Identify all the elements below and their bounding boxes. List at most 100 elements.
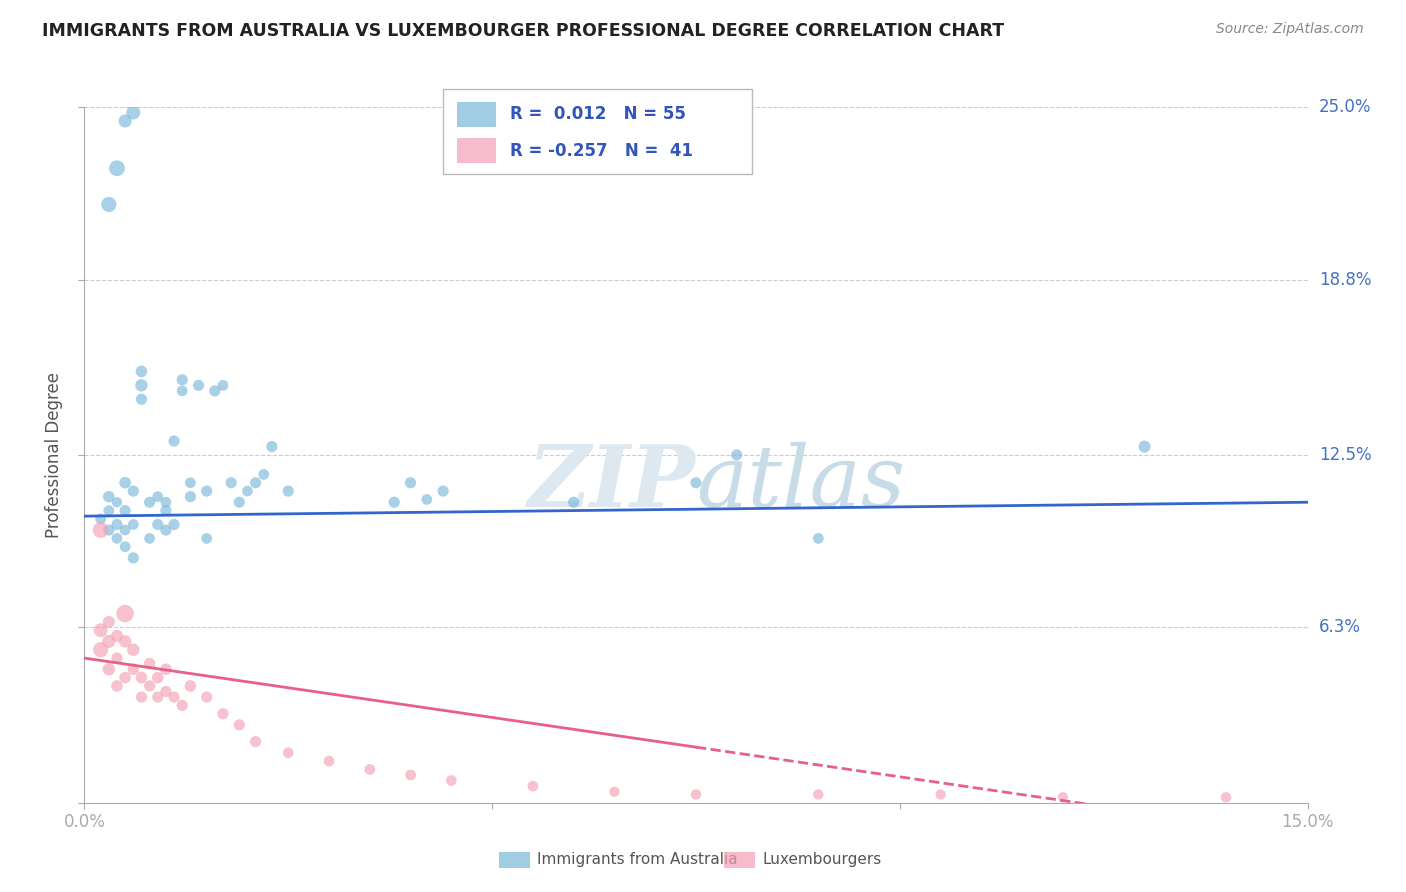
Point	[131, 690, 153, 704]
Point	[212, 378, 235, 392]
Point	[155, 523, 177, 537]
Point	[146, 671, 169, 685]
Point	[146, 517, 169, 532]
Point	[163, 517, 186, 532]
Point	[90, 624, 112, 638]
Point	[179, 475, 201, 490]
Point	[114, 671, 136, 685]
Point	[399, 475, 422, 490]
Point	[236, 484, 259, 499]
Text: 6.3%: 6.3%	[1319, 618, 1361, 637]
Text: ZIP: ZIP	[529, 441, 696, 524]
Point	[212, 706, 235, 721]
Point	[155, 503, 177, 517]
Point	[807, 788, 830, 802]
Point	[97, 490, 120, 504]
Point	[138, 532, 160, 546]
Text: R = -0.257   N =  41: R = -0.257 N = 41	[510, 142, 693, 160]
Point	[97, 197, 120, 211]
Point	[122, 550, 145, 565]
Point	[318, 754, 340, 768]
Point	[105, 517, 128, 532]
Point	[382, 495, 405, 509]
Point	[122, 662, 145, 676]
Point	[562, 495, 585, 509]
Text: Luxembourgers: Luxembourgers	[762, 853, 882, 867]
Point	[114, 114, 136, 128]
Point	[245, 475, 267, 490]
Point	[1215, 790, 1237, 805]
Point	[114, 634, 136, 648]
Point	[114, 523, 136, 537]
Point	[131, 392, 153, 407]
Point	[155, 684, 177, 698]
Text: 18.8%: 18.8%	[1319, 270, 1371, 289]
Point	[90, 642, 112, 657]
Point	[122, 484, 145, 499]
Point	[172, 373, 194, 387]
Text: R =  0.012   N = 55: R = 0.012 N = 55	[510, 105, 686, 123]
Point	[146, 490, 169, 504]
Point	[97, 503, 120, 517]
Point	[277, 746, 299, 760]
Point	[522, 779, 544, 793]
Y-axis label: Professional Degree: Professional Degree	[45, 372, 63, 538]
Point	[131, 671, 153, 685]
Point	[807, 532, 830, 546]
Point	[204, 384, 226, 398]
Point	[146, 690, 169, 704]
Point	[603, 785, 626, 799]
Point	[155, 662, 177, 676]
Point	[416, 492, 439, 507]
Point	[105, 679, 128, 693]
Point	[219, 475, 242, 490]
Point	[97, 634, 120, 648]
Point	[179, 490, 201, 504]
Point	[277, 484, 299, 499]
Point	[172, 384, 194, 398]
Point	[195, 484, 218, 499]
Point	[97, 615, 120, 629]
Text: Source: ZipAtlas.com: Source: ZipAtlas.com	[1216, 22, 1364, 37]
Text: 12.5%: 12.5%	[1319, 446, 1371, 464]
Point	[195, 690, 218, 704]
Point	[97, 523, 120, 537]
Point	[114, 540, 136, 554]
Point	[114, 607, 136, 621]
Point	[90, 512, 112, 526]
Point	[155, 495, 177, 509]
Point	[725, 448, 748, 462]
Point	[195, 532, 218, 546]
Point	[122, 517, 145, 532]
Point	[122, 105, 145, 120]
Text: atlas: atlas	[696, 442, 905, 524]
Text: 25.0%: 25.0%	[1319, 98, 1371, 116]
Point	[172, 698, 194, 713]
Point	[260, 440, 283, 454]
Point	[163, 434, 186, 448]
Point	[138, 657, 160, 671]
Point	[105, 629, 128, 643]
Text: IMMIGRANTS FROM AUSTRALIA VS LUXEMBOURGER PROFESSIONAL DEGREE CORRELATION CHART: IMMIGRANTS FROM AUSTRALIA VS LUXEMBOURGE…	[42, 22, 1004, 40]
Point	[440, 773, 463, 788]
Point	[187, 378, 209, 392]
Point	[163, 690, 186, 704]
Point	[253, 467, 276, 482]
Point	[432, 484, 454, 499]
Point	[105, 161, 128, 176]
Point	[114, 503, 136, 517]
Point	[138, 495, 160, 509]
Point	[685, 475, 707, 490]
Point	[929, 788, 952, 802]
Point	[105, 651, 128, 665]
Point	[105, 495, 128, 509]
Point	[1133, 440, 1156, 454]
Point	[228, 718, 250, 732]
Point	[131, 364, 153, 378]
Point	[114, 475, 136, 490]
Point	[685, 788, 707, 802]
Point	[399, 768, 422, 782]
Point	[97, 662, 120, 676]
Point	[359, 763, 381, 777]
Point	[105, 532, 128, 546]
